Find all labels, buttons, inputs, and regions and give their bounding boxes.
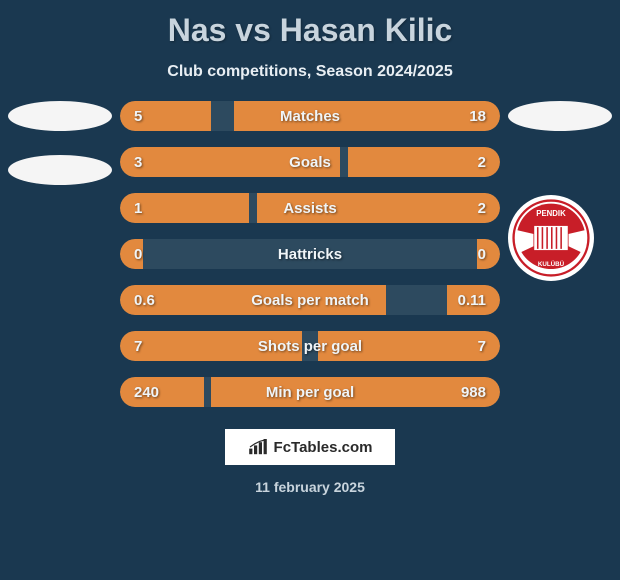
stat-right-value: 988 [461,377,486,407]
stat-left-value: 5 [134,101,142,131]
team-ellipse-icon [8,101,112,131]
stat-right-value: 7 [478,331,486,361]
right-team-icons: PENDIK KULÜBÜ [508,101,612,281]
stat-left-value: 7 [134,331,142,361]
stat-bar: Shots per goal7 7 [120,331,500,361]
stat-label: Goals per match [120,285,500,315]
team-ellipse-icon [8,155,112,185]
team-ellipse-icon [508,101,612,131]
stat-left-value: 0.6 [134,285,155,315]
stat-left-value: 240 [134,377,159,407]
stat-bar: Hattricks0 0 [120,239,500,269]
stat-right-value: 18 [469,101,486,131]
stat-label: Assists [120,193,500,223]
stat-right-value: 0 [478,239,486,269]
comparison-bars: Matches518Goals32Assists12Hattricks00Goa… [120,101,500,407]
stat-left-value: 1 [134,193,142,223]
club-badge-pendik: PENDIK KULÜBÜ [508,195,594,281]
page-title: Nas vs Hasan Kilic [168,12,453,49]
stat-bar: Assists1 2 [120,193,500,223]
chart-icon [248,439,268,455]
svg-text:PENDIK: PENDIK [536,209,566,218]
stat-right-value: 0.11 [458,285,486,315]
stat-label: Shots per goal [120,331,500,361]
stat-left-value: 0 [134,239,142,269]
stat-label: Matches [120,101,500,131]
stat-label: Hattricks [120,239,500,269]
stat-bar: Goals per match0.6 0.11 [120,285,500,315]
brand-badge[interactable]: FcTables.com [225,429,395,465]
comparison-card: Nas vs Hasan Kilic Club competitions, Se… [0,0,620,580]
brand-text: FcTables.com [274,439,373,456]
stat-label: Min per goal [120,377,500,407]
pendik-badge-icon: PENDIK KULÜBÜ [512,199,590,277]
stat-label: Goals [120,147,500,177]
stat-right-value: 2 [478,147,486,177]
stat-bar: Goals3 2 [120,147,500,177]
left-team-icons [8,101,112,185]
stat-right-value: 2 [478,193,486,223]
svg-text:KULÜBÜ: KULÜBÜ [538,261,565,268]
stat-bar: Matches5 18 [120,101,500,131]
stat-bar: Min per goal240 988 [120,377,500,407]
stats-area: Matches518Goals32Assists12Hattricks00Goa… [0,101,620,407]
stat-left-value: 3 [134,147,142,177]
footer-date: 11 february 2025 [255,479,365,495]
subtitle: Club competitions, Season 2024/2025 [167,63,452,81]
